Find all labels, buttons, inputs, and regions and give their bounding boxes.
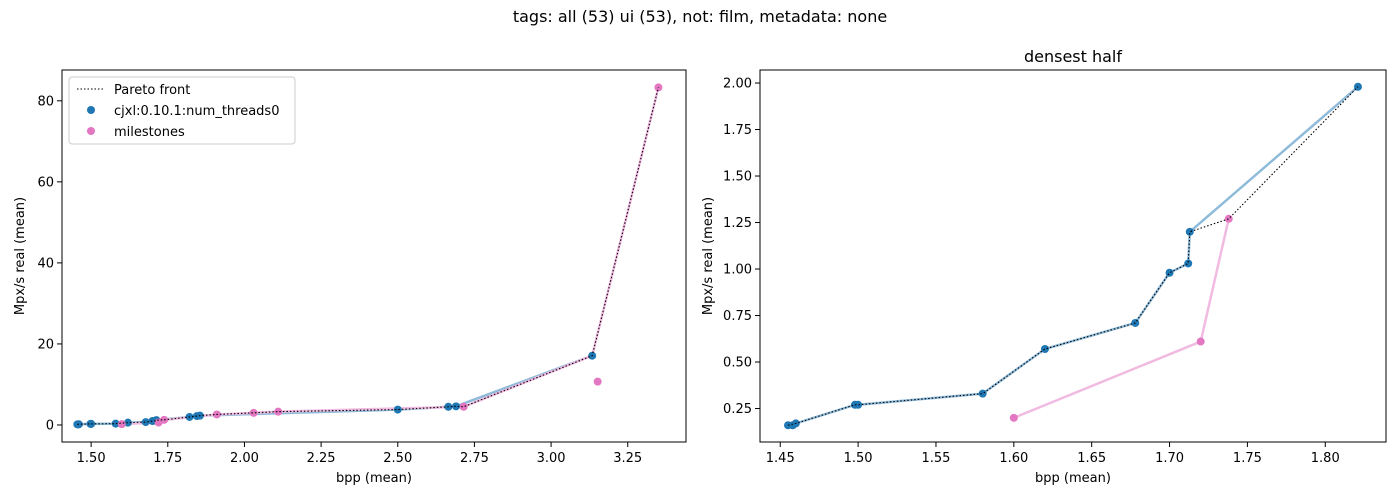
y-tick-label: 60	[37, 175, 54, 190]
x-tick-label: 1.65	[1077, 451, 1106, 466]
x-tick-label: 3.00	[537, 451, 566, 466]
series-line-cjxl	[77, 354, 593, 426]
y-axis-label: Mpx/s real (mean)	[13, 197, 28, 315]
y-tick-label: 1.50	[723, 170, 752, 185]
chart-title: densest half	[1024, 47, 1122, 66]
x-tick-label: 1.75	[1233, 451, 1262, 466]
y-tick-label: 0.75	[723, 309, 752, 324]
x-axis-label: bpp (mean)	[1035, 471, 1111, 486]
data-point-cjxl	[1184, 259, 1193, 268]
data-point-cjxl	[1165, 268, 1174, 277]
y-tick-label: 0	[46, 418, 54, 433]
x-tick-label: 2.00	[230, 451, 259, 466]
data-point-milestones	[117, 420, 126, 429]
data-point-cjxl	[854, 400, 863, 409]
legend-label: milestones	[114, 125, 185, 140]
data-point-cjxl	[393, 405, 402, 414]
x-tick-label: 2.25	[307, 451, 336, 466]
y-tick-label: 1.75	[723, 123, 752, 138]
y-axis-label: Mpx/s real (mean)	[701, 197, 716, 315]
x-tick-label: 1.80	[1311, 451, 1340, 466]
x-tick-label: 1.70	[1155, 451, 1184, 466]
left-chart-panel: 1.50 1.75 2.00 2.25 2.50 2.75 3.00 3.25 0 20 40 60 8…	[13, 69, 687, 486]
data-point-cjxl	[111, 419, 120, 428]
y-tick-label: 1.25	[723, 216, 752, 231]
figure-suptitle: tags: all (53) ui (53), not: film, metad…	[512, 7, 888, 26]
x-tick-label: 3.25	[613, 451, 642, 466]
y-tick-label: 0.50	[723, 356, 752, 371]
y-tick-label: 2.00	[723, 77, 752, 92]
series-line-milestones	[1013, 218, 1230, 419]
x-tick-label: 1.50	[844, 451, 873, 466]
data-point-milestones	[459, 402, 468, 411]
data-point-milestones	[1196, 337, 1205, 346]
right-chart-panel-densest-half: densest half 1.45 1.50 1.55 1.60 1.65 1.70 1.75…	[701, 47, 1387, 486]
legend-label: cjxl:0.10.1:num_threads0	[114, 104, 279, 119]
x-tick-label: 1.75	[153, 451, 182, 466]
data-point-milestones	[1009, 413, 1018, 422]
data-point-cjxl	[1185, 227, 1194, 236]
y-tick-label: 1.00	[723, 263, 752, 278]
legend-marker-cjxl	[87, 106, 95, 114]
legend-box	[68, 76, 296, 145]
pareto-front-line	[787, 86, 1359, 426]
y-tick-label: 40	[37, 256, 54, 271]
x-tick-label: 1.45	[766, 451, 795, 466]
data-point-milestones	[1224, 214, 1233, 223]
x-axis-label: bpp (mean)	[336, 471, 412, 486]
data-point-cjxl	[978, 389, 987, 398]
data-point-cjxl	[123, 418, 132, 427]
data-point-cjxl	[87, 419, 96, 428]
y-tick-label: 80	[37, 94, 54, 109]
y-tick-label: 20	[37, 337, 54, 352]
axes-frame	[61, 69, 687, 443]
x-tick-label: 1.50	[77, 451, 106, 466]
pareto-front-line	[77, 87, 659, 425]
data-point-cjxl	[1040, 345, 1049, 353]
legend-label: Pareto front	[114, 83, 190, 98]
legend-marker-milestones	[87, 127, 95, 135]
data-point-milestones	[160, 415, 169, 424]
data-point-milestones	[274, 407, 283, 416]
x-tick-label: 2.50	[383, 451, 412, 466]
x-tick-label: 1.55	[921, 451, 950, 466]
data-point-cjxl	[74, 420, 83, 429]
x-tick-label: 1.60	[999, 451, 1028, 466]
x-tick-label: 2.75	[460, 451, 489, 466]
series-line-cjxl	[787, 85, 1359, 427]
y-tick-label: 0.25	[723, 402, 752, 417]
axes-frame	[759, 69, 1387, 443]
data-point-cjxl	[141, 418, 150, 427]
data-point-milestones	[249, 408, 258, 417]
legend: Pareto front cjxl:0.10.1:num_threads0mile…	[68, 76, 296, 145]
data-point-cjxl	[452, 402, 461, 411]
data-point-milestones	[593, 377, 602, 386]
